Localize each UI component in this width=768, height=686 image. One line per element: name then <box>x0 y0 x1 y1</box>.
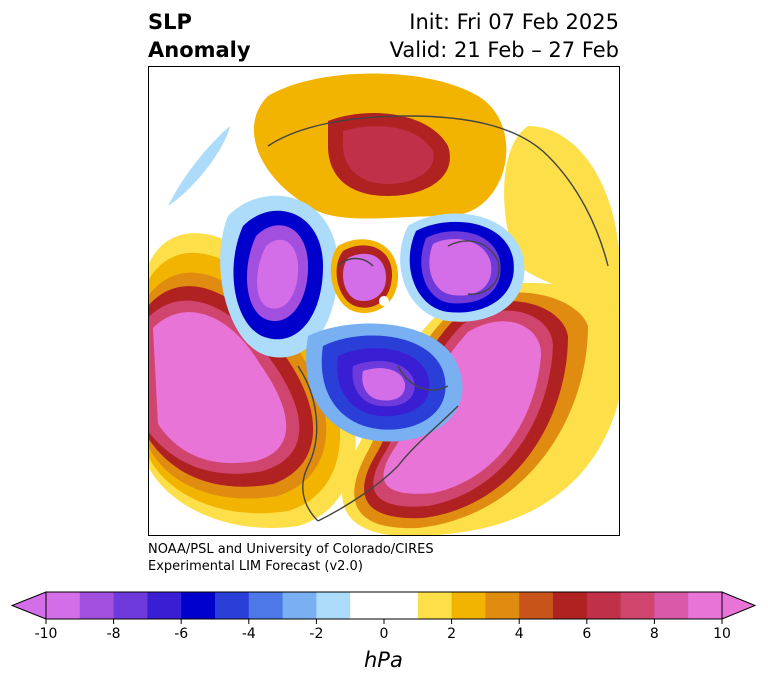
pacific-high <box>148 233 356 528</box>
colorbar-swatch <box>215 592 250 619</box>
colorbar-tick-label: 6 <box>582 626 592 642</box>
credit-text: NOAA/PSL and University of Colorado/CIRE… <box>148 541 434 575</box>
valid-date: Valid: 21 Feb – 27 Feb <box>389 38 619 62</box>
siberia-high <box>253 73 620 316</box>
colorbar-swatch <box>485 592 520 619</box>
title-line1: SLP <box>148 10 192 34</box>
colorbar-swatch <box>181 592 216 619</box>
forecast-dates: Init: Fri 07 Feb 2025 Valid: 21 Feb – 27… <box>390 8 619 64</box>
scandinavia-low <box>400 213 525 322</box>
colorbar-tick-label: 10 <box>713 626 731 642</box>
slp-anomaly-map <box>148 66 620 536</box>
atlantic-high <box>342 282 620 536</box>
colorbar-swatch <box>688 592 723 619</box>
colorbar-tick-label: -6 <box>174 626 189 642</box>
colorbar-swatch <box>417 592 453 619</box>
colorbar-tick-label: -8 <box>106 626 121 642</box>
colorbar-extend-min <box>10 591 47 620</box>
colorbar-swatch <box>316 592 351 619</box>
colorbar-swatch <box>553 592 588 619</box>
colorbar-swatch <box>248 592 284 619</box>
colorbar-swatch <box>46 592 81 619</box>
colorbar-tick-label: -4 <box>241 626 256 642</box>
init-date: Init: Fri 07 Feb 2025 <box>409 10 619 34</box>
credit-line2: Experimental LIM Forecast (v2.0) <box>148 559 363 574</box>
colorbar-tick-label: 0 <box>379 626 389 642</box>
colorbar-swatch <box>654 592 689 619</box>
canada-low <box>306 323 463 442</box>
colorbar-extend-max <box>721 591 757 620</box>
colorbar-swatch <box>384 592 419 619</box>
map-title: SLP Anomaly <box>148 8 251 64</box>
arctic-low <box>330 239 398 313</box>
colorbar-tick-label: 2 <box>447 626 457 642</box>
coastlines <box>267 115 609 522</box>
colorbar-swatch <box>147 592 182 619</box>
alaska-low <box>220 195 338 358</box>
pacific-low-sliver <box>168 126 230 206</box>
colorbar-tick-label: -2 <box>309 626 324 642</box>
colorbar-tick-label: 4 <box>514 626 524 642</box>
colorbar-swatch <box>451 592 486 619</box>
colorbar-swatch <box>282 592 317 619</box>
colorbar-tick-label: 8 <box>649 626 659 642</box>
colorbar-swatch <box>113 592 148 619</box>
colorbar-unit: hPa <box>364 648 403 672</box>
credit-line1: NOAA/PSL and University of Colorado/CIRE… <box>148 542 434 557</box>
colorbar-swatch <box>79 592 115 619</box>
colorbar <box>10 591 757 624</box>
colorbar-tick-label: -10 <box>34 626 58 642</box>
colorbar-swatch <box>519 592 554 619</box>
colorbar-swatch <box>350 592 385 619</box>
colorbar-swatch <box>586 592 622 619</box>
colorbar-swatch <box>620 592 655 619</box>
title-line2: Anomaly <box>148 38 251 62</box>
